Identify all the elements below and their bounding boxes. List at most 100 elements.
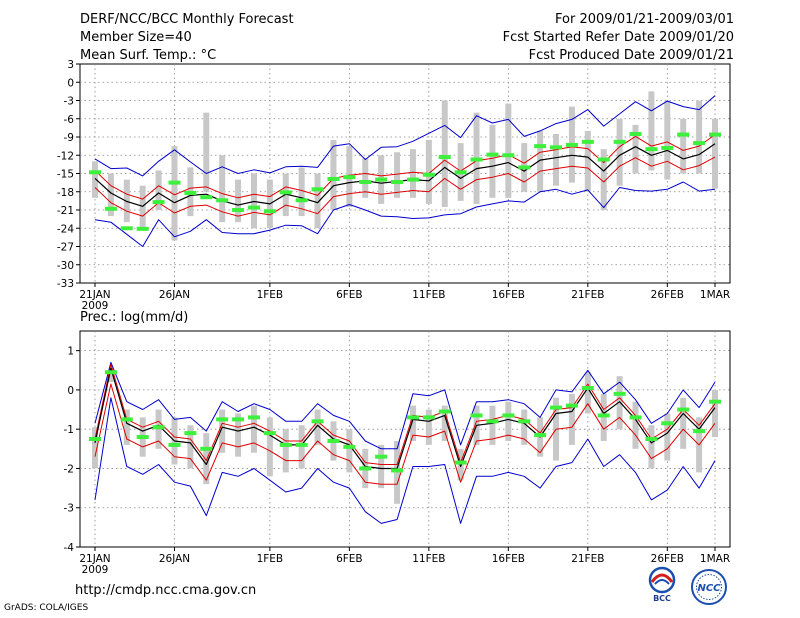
x-tick-label: 11FEB: [412, 289, 445, 301]
observed-marker: [263, 209, 276, 214]
observed-marker: [375, 177, 388, 182]
refer-date: Fcst Started Refer Date 2009/01/20: [502, 30, 734, 45]
observed-marker: [613, 391, 626, 396]
x-tick-label: 21FEB: [571, 289, 604, 301]
envelope-line: [94, 181, 716, 247]
observed-marker: [152, 425, 165, 430]
observed-marker: [486, 152, 499, 157]
range-bar: [282, 429, 289, 473]
temperature-panel: 3 0 -3 -6 -9 -12 -15 -18 -21 -24 -27 -30 -33 21JAN200…: [57, 59, 731, 312]
spread-line: [94, 134, 716, 200]
observed-marker: [120, 417, 133, 422]
range-bar: [584, 372, 591, 414]
y-tick-label: 0: [67, 385, 74, 397]
observed-marker: [677, 132, 690, 137]
range-bar: [425, 140, 432, 204]
range-bar: [235, 413, 242, 457]
range-bar: [107, 374, 114, 383]
y-tick-label: -18: [57, 187, 74, 199]
range-bar: [616, 376, 623, 430]
observed-marker: [232, 417, 245, 422]
observed-marker: [709, 399, 721, 404]
observed-marker: [454, 460, 467, 465]
observed-marker: [359, 180, 372, 185]
observed-marker: [502, 413, 515, 418]
observed-marker: [565, 142, 578, 147]
observed-marker: [120, 226, 133, 231]
x-tick-label: 1FEB: [257, 289, 284, 301]
range-bar: [537, 130, 544, 192]
spread-line: [94, 383, 716, 485]
observed-marker: [89, 170, 101, 175]
spread-line: [94, 363, 716, 465]
y-tick-label: -1: [64, 424, 74, 436]
y-tick-label: -2: [64, 463, 74, 475]
temperature-panel-title: Mean Surf. Temp.: °C: [80, 48, 217, 63]
observed-marker: [136, 226, 149, 231]
x-tick-year: 2009: [82, 564, 109, 576]
observed-marker: [422, 415, 435, 420]
observed-marker: [597, 157, 610, 162]
range-bar: [632, 401, 639, 449]
observed-marker: [311, 187, 324, 192]
y-tick-label: -21: [57, 205, 74, 217]
observed-marker: [279, 442, 292, 447]
envelope-line: [94, 397, 716, 524]
observed-marker: [518, 165, 531, 170]
y-tick-label: 3: [67, 59, 74, 71]
range-bar: [632, 124, 639, 174]
mean-line: [94, 143, 716, 207]
range-bar: [266, 417, 273, 477]
observed-marker: [216, 198, 229, 203]
range-bar: [92, 161, 98, 198]
observed-marker: [709, 132, 721, 137]
range-bar: [648, 91, 655, 171]
range-bar: [235, 179, 242, 223]
y-tick-label: -4: [64, 542, 75, 554]
range-bar: [187, 425, 194, 469]
range-bar: [139, 185, 146, 229]
range-bar: [712, 389, 718, 438]
observed-marker: [343, 175, 356, 180]
range-bar: [92, 427, 98, 469]
range-bar: [505, 401, 512, 441]
chart-title: DERF/NCC/BCC Monthly Forecast: [80, 12, 294, 27]
range-bar: [203, 433, 210, 485]
x-tick-label: 6FEB: [336, 553, 363, 565]
observed-marker: [247, 415, 260, 420]
ncc-logo-label: NCC: [697, 583, 721, 594]
observed-marker: [327, 438, 340, 443]
range-bar: [489, 124, 496, 198]
y-tick-label: 0: [67, 77, 74, 89]
source-url: http://cmdp.ncc.cma.gov.cn: [75, 583, 257, 598]
range-bar: [521, 409, 528, 445]
observed-marker: [613, 139, 626, 144]
observed-marker: [581, 139, 594, 144]
observed-marker: [534, 433, 547, 438]
observed-marker: [406, 415, 419, 420]
y-tick-label: -12: [57, 150, 74, 162]
x-tick-label: 26FEB: [651, 553, 684, 565]
range-bar: [441, 405, 448, 441]
bcc-logo-label: BCC: [653, 594, 671, 603]
observed-marker: [391, 180, 404, 185]
observed-marker: [581, 385, 594, 390]
observed-marker: [518, 419, 531, 424]
range-bar: [505, 103, 512, 198]
x-tick-label: 26JAN: [159, 553, 190, 565]
y-tick-label: -24: [57, 223, 74, 235]
observed-marker: [470, 413, 483, 418]
observed-marker: [232, 208, 245, 212]
bcc-logo: BCC: [648, 566, 676, 603]
observed-marker: [391, 468, 404, 473]
observed-marker: [661, 145, 674, 150]
observed-marker: [104, 370, 117, 375]
plot-frame: [79, 330, 731, 548]
precipitation-panel-title: Prec.: log(mm/d): [80, 310, 189, 325]
x-tick-label: 16FEB: [492, 289, 525, 301]
observed-marker: [136, 435, 149, 440]
range-bar: [584, 130, 591, 192]
y-tick-label: -3: [64, 503, 74, 515]
